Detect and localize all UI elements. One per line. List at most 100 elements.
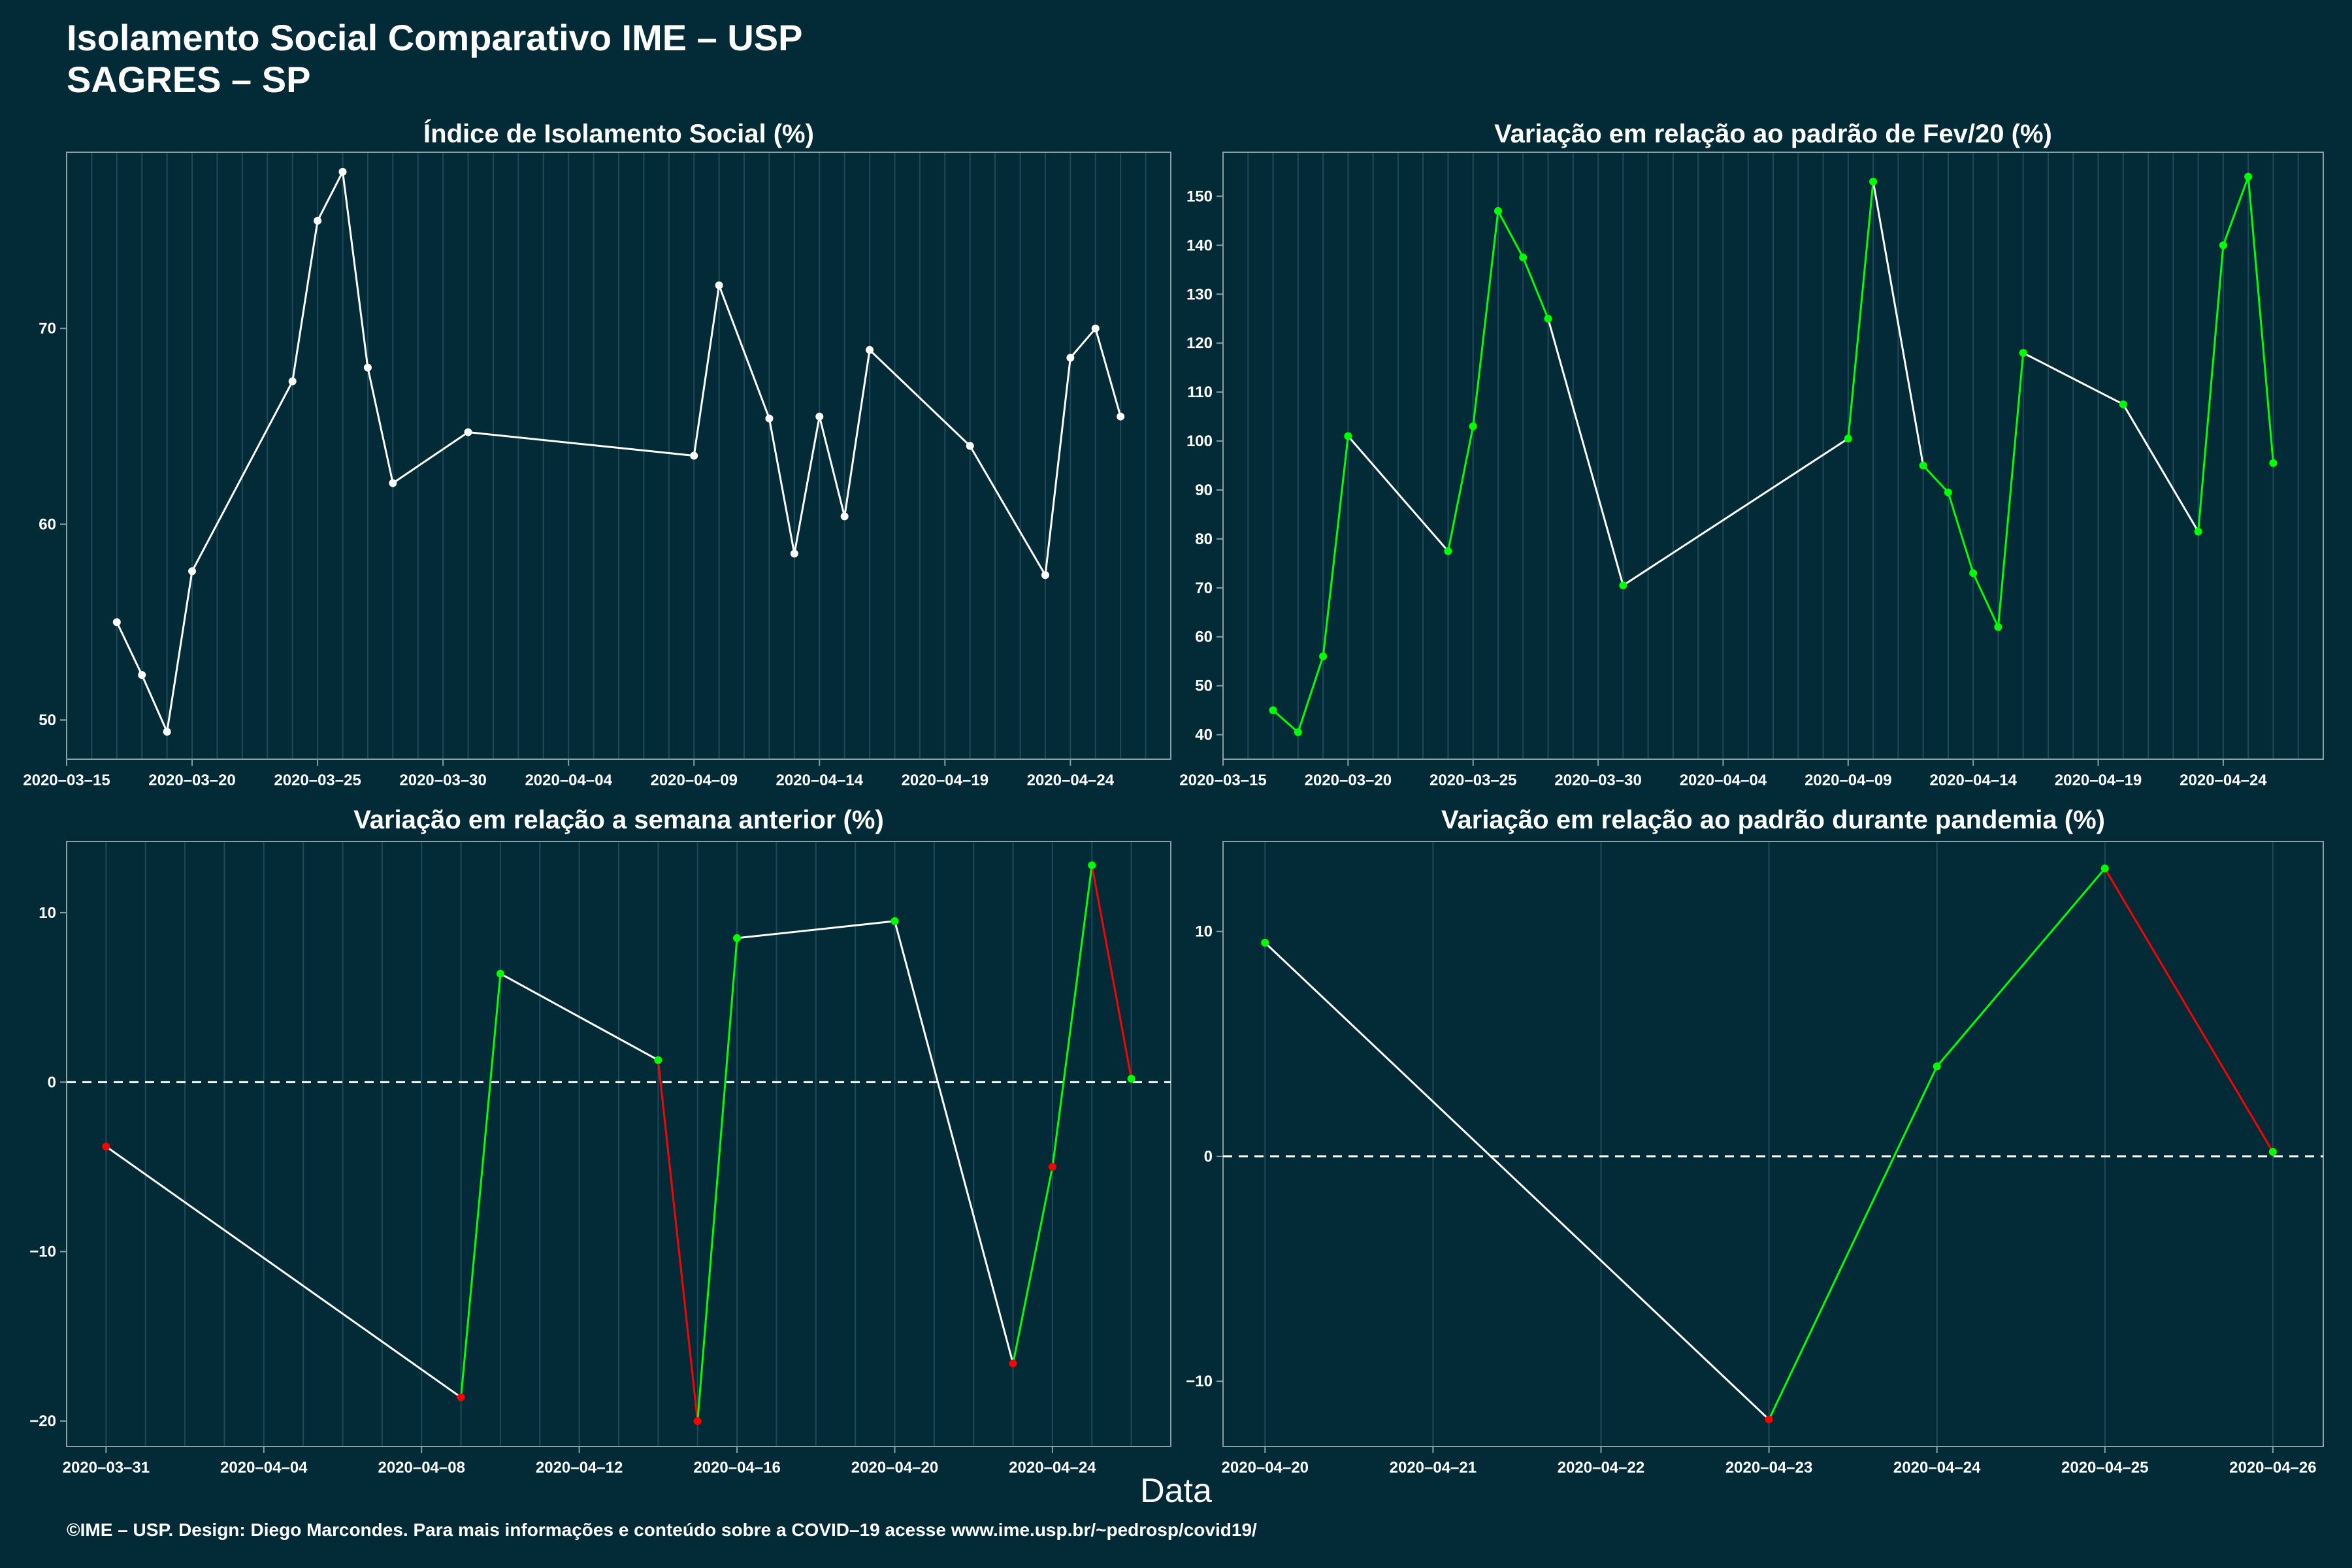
series-segment: [2023, 351, 2124, 406]
x-tick-label: 2020–04–24: [1893, 1459, 1981, 1477]
series-segment: [367, 367, 394, 483]
data-point: [363, 363, 372, 372]
series-segment: [1297, 656, 1324, 733]
y-tick-label: 130: [1186, 286, 1213, 303]
data-point: [1544, 314, 1552, 323]
data-point: [1469, 422, 1477, 431]
data-point: [1048, 1163, 1056, 1171]
x-tick-label: 2020–03–15: [23, 772, 110, 789]
data-point: [2244, 172, 2253, 181]
series-segment: [1012, 1166, 1054, 1364]
y-tick-label: 120: [1186, 335, 1213, 352]
x-tick-label: 2020–03–31: [63, 1459, 150, 1477]
data-point: [1041, 571, 1049, 580]
y-tick-label: 140: [1186, 237, 1213, 254]
x-tick-label: 2020–04–24: [1027, 772, 1115, 789]
x-tick-label: 2020–04–04: [220, 1459, 308, 1477]
series-segment: [894, 921, 1015, 1364]
series-segment: [140, 674, 169, 732]
x-tick-label: 2020–04–14: [776, 772, 864, 789]
data-point: [654, 1056, 662, 1064]
data-point: [890, 917, 899, 925]
series-segment: [1768, 1066, 1938, 1420]
data-point: [1933, 1062, 1941, 1071]
data-point: [288, 377, 297, 385]
data-point: [2100, 864, 2109, 873]
data-point: [464, 428, 472, 436]
y-tick-label: 0: [48, 1073, 56, 1091]
series-segment: [1622, 438, 1849, 587]
y-tick-label: 40: [1195, 727, 1213, 744]
series-segment: [316, 171, 344, 221]
y-tick-label: 80: [1195, 531, 1213, 548]
x-axis-label: Data: [1140, 1472, 1212, 1510]
data-point: [1969, 569, 1978, 578]
x-tick-label: 2020–04–20: [851, 1459, 938, 1477]
main-title: Isolamento Social Comparativo IME – USP: [67, 17, 803, 58]
x-tick-label: 2020–04–25: [2061, 1459, 2148, 1477]
series-segment: [1264, 941, 1770, 1420]
x-tick-label: 2020–03–30: [1554, 772, 1641, 789]
series-segment: [116, 621, 143, 676]
data-point: [693, 1417, 702, 1426]
x-tick-label: 2020–03–25: [274, 772, 361, 789]
panel-frame: [66, 152, 1171, 760]
data-point: [1088, 861, 1096, 870]
x-tick-label: 2020–04–24: [2180, 772, 2267, 789]
series-segment: [1472, 210, 1499, 427]
data-point: [1619, 581, 1627, 590]
series-segment: [1497, 210, 1524, 258]
x-tick-label: 2020–04–21: [1390, 1459, 1477, 1477]
series-segment: [693, 285, 721, 456]
data-point: [1844, 434, 1852, 443]
data-point: [1066, 353, 1075, 362]
data-point: [2219, 241, 2227, 250]
main-subtitle: SAGRES – SP: [67, 59, 311, 100]
data-point: [1261, 938, 1269, 947]
data-point: [1869, 177, 1878, 186]
data-point: [2194, 527, 2202, 536]
x-tick-label: 2020–04–14: [1929, 772, 2017, 789]
x-tick-label: 2020–04–09: [650, 772, 737, 789]
data-point: [1319, 652, 1328, 661]
y-tick-label: 110: [1187, 384, 1213, 401]
series-segment: [869, 349, 971, 447]
data-point: [1494, 206, 1502, 215]
panel-title: Variação em relação a semana anterior (%…: [353, 806, 884, 834]
series-segment: [166, 571, 193, 732]
data-point: [790, 549, 798, 558]
y-tick-label: 100: [1186, 433, 1213, 450]
data-point: [1294, 728, 1302, 736]
data-point: [314, 216, 322, 225]
y-tick-label: −10: [29, 1243, 56, 1261]
series-segment: [696, 938, 738, 1422]
data-point: [1117, 412, 1125, 421]
series-segment: [500, 973, 659, 1061]
series-segment: [1547, 318, 1624, 586]
x-tick-label: 2020–04–12: [536, 1459, 623, 1477]
y-tick-label: 50: [1195, 678, 1213, 695]
x-tick-label: 2020–03–20: [1305, 772, 1392, 789]
x-tick-label: 2020–03–30: [399, 772, 486, 789]
series-segment: [1090, 865, 1133, 1079]
data-point: [2019, 349, 2027, 357]
data-point: [815, 412, 824, 421]
data-point: [112, 618, 121, 627]
series-segment: [818, 416, 846, 517]
data-point: [138, 671, 146, 679]
series-segment: [1272, 709, 1299, 733]
footer-credit: ©IME – USP. Design: Diego Marcondes. Par…: [67, 1520, 1257, 1540]
x-tick-label: 2020–04–04: [1680, 772, 1767, 789]
panel-frame: [1222, 841, 2324, 1447]
series-segment: [1044, 357, 1071, 576]
data-point: [457, 1393, 465, 1401]
y-tick-label: 90: [1195, 482, 1213, 499]
series-segment: [657, 1060, 699, 1422]
data-point: [1765, 1415, 1773, 1424]
y-tick-label: 150: [1186, 188, 1213, 205]
data-point: [102, 1142, 110, 1151]
series-segment: [1936, 868, 2106, 1068]
panel-frame: [1222, 152, 2324, 760]
x-tick-label: 2020–04–20: [1222, 1459, 1309, 1477]
